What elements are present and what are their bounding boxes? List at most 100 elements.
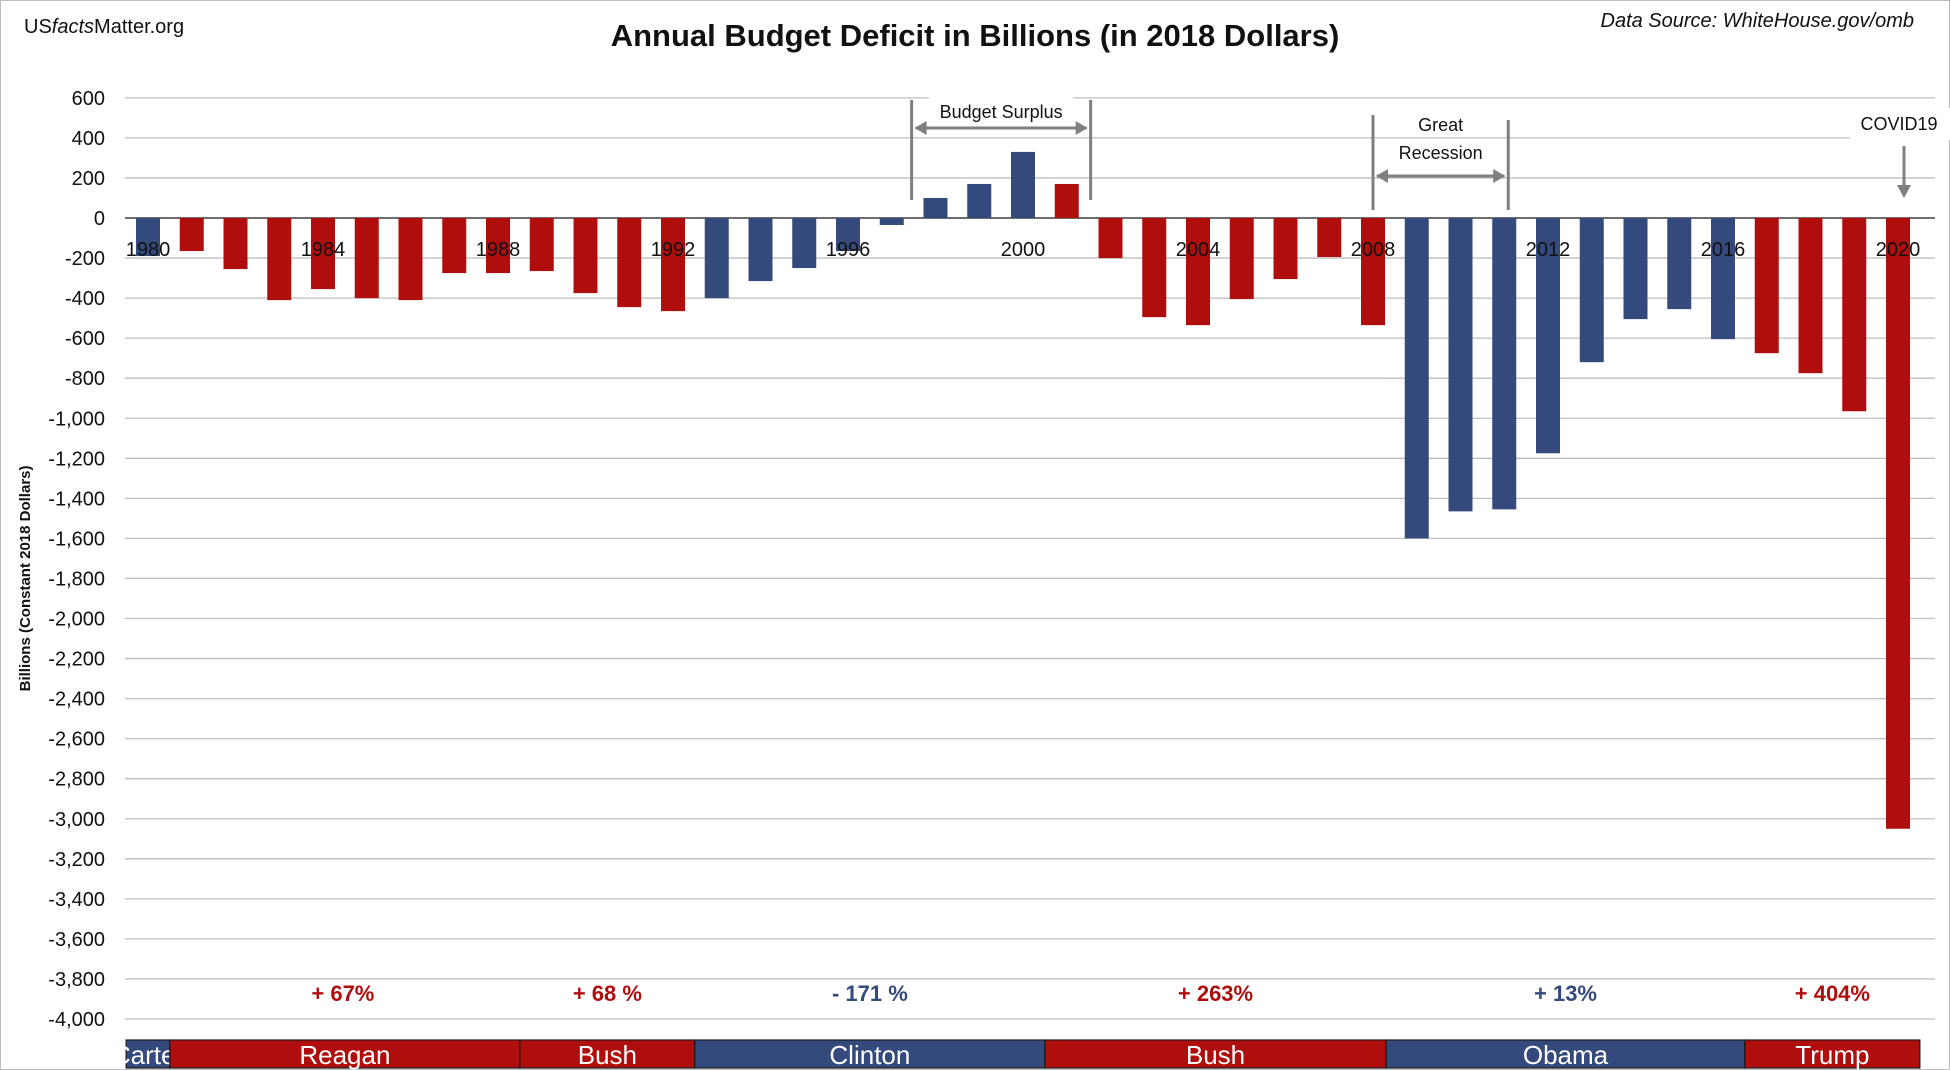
covid-label-bg — [1850, 108, 1950, 140]
surplus-label-bg — [929, 96, 1074, 122]
bar-2017 — [1754, 218, 1779, 354]
bar-1997 — [879, 218, 904, 226]
change-label-4: + 263% — [1178, 981, 1253, 1006]
bar-2020 — [1886, 218, 1910, 829]
president-name-5: Obama — [1523, 1040, 1609, 1070]
y-tick-label: -2,200 — [48, 649, 105, 671]
x-tick-label: 2012 — [1526, 239, 1571, 261]
bar-1982 — [223, 218, 248, 270]
bar-1991 — [617, 218, 642, 308]
bar-1987 — [442, 218, 467, 274]
bar-2007 — [1317, 218, 1342, 258]
bar-2012 — [1536, 218, 1560, 454]
surplus-arrowhead-right — [1075, 121, 1088, 135]
y-tick-label: -1,000 — [48, 408, 105, 430]
president-name-6: Trump — [1795, 1040, 1869, 1070]
y-tick-label: -2,400 — [48, 689, 105, 711]
president-band-1 — [169, 1039, 521, 1069]
surplus-arrowhead-left — [914, 121, 927, 135]
bar-2011 — [1492, 218, 1517, 510]
x-tick-label: 2008 — [1351, 239, 1396, 261]
president-name-2: Bush — [578, 1040, 637, 1070]
bar-2006 — [1273, 218, 1298, 280]
y-tick-label: -600 — [65, 328, 105, 350]
bar-1995 — [792, 218, 817, 269]
change-label-5: + 13% — [1534, 981, 1597, 1006]
bar-2013 — [1579, 218, 1604, 363]
x-tick-label: 2020 — [1876, 239, 1921, 261]
x-tick-label: 1992 — [651, 239, 696, 261]
budget-surplus-label: Budget Surplus — [940, 102, 1063, 122]
x-tick-label: 2016 — [1701, 239, 1746, 261]
bar-2014 — [1623, 218, 1648, 320]
change-label-2: + 68 % — [573, 981, 642, 1006]
bar-2004 — [1186, 218, 1210, 326]
y-tick-label: -2,800 — [48, 769, 105, 791]
bar-2005 — [1229, 218, 1254, 300]
y-tick-label: -3,200 — [48, 849, 105, 871]
y-tick-label: -200 — [65, 248, 105, 270]
y-tick-label: -3,800 — [48, 969, 105, 991]
bar-2002 — [1098, 218, 1123, 259]
president-name-4: Bush — [1186, 1040, 1245, 1070]
x-tick-label: 2004 — [1176, 239, 1221, 261]
great-recession-label-line1: Great — [1418, 115, 1463, 135]
bar-1994 — [748, 218, 773, 282]
bar-1983 — [267, 218, 292, 301]
bar-2018 — [1798, 218, 1823, 374]
president-band-5 — [1385, 1039, 1746, 1069]
covid19-label: COVID19 — [1860, 114, 1937, 134]
y-tick-label: -1,400 — [48, 488, 105, 510]
president-band-6 — [1744, 1039, 1921, 1069]
president-name-1: Reagan — [299, 1040, 390, 1070]
y-tick-label: -1,600 — [48, 528, 105, 550]
x-tick-label: 1988 — [476, 239, 521, 261]
recession-arrowhead-right — [1493, 169, 1506, 183]
bar-2019 — [1842, 218, 1867, 412]
x-tick-label: 2000 — [1001, 239, 1046, 261]
y-tick-label: -4,000 — [48, 1009, 105, 1031]
y-tick-label: -3,400 — [48, 889, 105, 911]
change-label-3: - 171 % — [832, 981, 908, 1006]
y-tick-label: -400 — [65, 288, 105, 310]
y-tick-label: -2,600 — [48, 729, 105, 751]
y-tick-label: -3,000 — [48, 809, 105, 831]
x-tick-label: 1996 — [826, 239, 871, 261]
bar-1984 — [311, 218, 335, 290]
president-name-3: Clinton — [829, 1040, 910, 1070]
bar-1996 — [836, 218, 860, 252]
y-tick-label: -800 — [65, 368, 105, 390]
president-band-0 — [125, 1039, 171, 1069]
bar-1988 — [486, 218, 510, 274]
y-tick-label: -1,800 — [48, 568, 105, 590]
bar-2010 — [1448, 218, 1473, 512]
data-source: Data Source: WhiteHouse.gov/omb — [1600, 10, 1915, 32]
bar-1989 — [529, 218, 554, 272]
bar-2003 — [1142, 218, 1167, 318]
bar-2001 — [1054, 183, 1079, 218]
bar-1985 — [354, 218, 379, 299]
change-label-1: + 67% — [311, 981, 374, 1006]
bar-1992 — [661, 218, 685, 312]
y-tick-label: 400 — [72, 128, 105, 150]
x-tick-label: 1980 — [126, 239, 171, 261]
covid-arrowhead — [1897, 185, 1911, 198]
brand-logo-text: USfactsMatter.org — [24, 16, 185, 38]
chart-title: Annual Budget Deficit in Billions (in 20… — [610, 18, 1340, 53]
bar-1999 — [967, 183, 992, 218]
bar-1998 — [923, 197, 948, 218]
y-axis-title: Billions (Constant 2018 Dollars) — [17, 466, 34, 692]
bar-2015 — [1667, 218, 1692, 310]
bar-1981 — [179, 218, 204, 252]
change-label-6: + 404% — [1795, 981, 1870, 1006]
y-tick-label: -3,600 — [48, 929, 105, 951]
bar-1993 — [704, 218, 729, 299]
bar-1980 — [136, 218, 160, 257]
y-tick-label: -1,200 — [48, 448, 105, 470]
y-tick-label: 0 — [94, 208, 105, 230]
bar-1986 — [398, 218, 423, 301]
great-recession-label-line2: Recession — [1399, 143, 1483, 163]
bar-1990 — [573, 218, 598, 294]
y-tick-label: -2,000 — [48, 609, 105, 631]
